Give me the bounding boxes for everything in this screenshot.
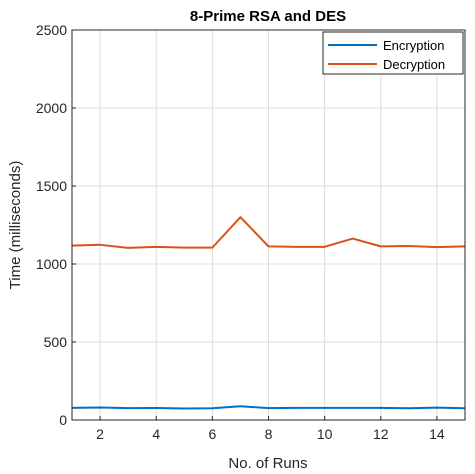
- legend-label-encryption: Encryption: [383, 38, 444, 53]
- y-tick-label: 1500: [36, 178, 67, 194]
- y-tick-label: 0: [59, 412, 67, 428]
- y-axis-label: Time (milliseconds): [7, 161, 24, 290]
- x-tick-label: 2: [96, 426, 104, 442]
- legend-box: [322, 31, 464, 75]
- x-tick-label: 6: [208, 426, 216, 442]
- legend-label-decryption: Decryption: [383, 57, 445, 72]
- x-tick-label: 8: [265, 426, 273, 442]
- x-axis: 2 4 6 8 10 12 14: [96, 416, 445, 442]
- y-tick-label: 2000: [36, 100, 67, 116]
- y-axis: 0 500 1000 1500 2000 2500: [36, 22, 76, 428]
- x-tick-label: 10: [317, 426, 333, 442]
- y-tick-label: 2500: [36, 22, 67, 38]
- series-line-encryption: [71, 405, 466, 410]
- series-group: [71, 216, 466, 410]
- x-tick-label: 14: [429, 426, 445, 442]
- y-tick-label: 1000: [36, 256, 67, 272]
- y-tick-label: 500: [44, 334, 68, 350]
- legend: Encryption Decryption: [322, 31, 464, 75]
- chart-title: 8-Prime RSA and DES: [190, 8, 346, 25]
- x-tick-label: 12: [373, 426, 389, 442]
- series-line-decryption: [71, 216, 466, 249]
- x-tick-label: 4: [152, 426, 160, 442]
- x-axis-label: No. of Runs: [228, 455, 307, 472]
